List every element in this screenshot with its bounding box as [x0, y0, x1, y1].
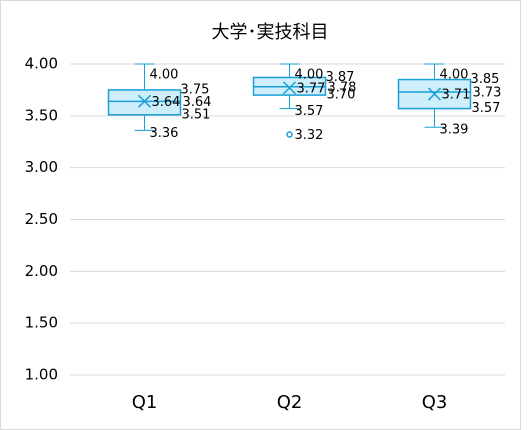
data-label: 3.75	[181, 82, 210, 97]
outlier	[286, 131, 293, 138]
y-tick-label: 1.00	[25, 366, 58, 384]
data-label: 3.32	[295, 128, 324, 143]
data-label: 3.57	[295, 104, 324, 119]
y-tick-label: 2.00	[25, 262, 58, 280]
data-label: 3.77	[297, 81, 326, 96]
y-tick-label: 1.50	[25, 314, 58, 332]
data-label: 3.57	[472, 101, 501, 116]
data-label: 3.51	[182, 107, 211, 122]
data-label: 3.85	[471, 72, 500, 87]
y-tick-label: 3.00	[25, 158, 58, 176]
x-tick-label: Q3	[422, 392, 448, 413]
data-label: 3.39	[440, 123, 469, 138]
y-tick-label: 4.00	[25, 55, 58, 73]
data-label: 4.00	[295, 68, 324, 83]
data-label: 3.64	[183, 95, 212, 110]
mean-marker	[427, 87, 442, 101]
data-label: 4.00	[440, 68, 469, 83]
x-tick-label: Q1	[132, 392, 158, 413]
data-label: 3.87	[326, 70, 355, 85]
chart-title: 大学･実技科目	[212, 22, 329, 43]
data-label: 3.71	[442, 88, 471, 103]
data-label: 3.64	[152, 95, 181, 110]
chart-border	[0, 0, 521, 430]
mean-marker	[137, 94, 152, 108]
mean-marker	[282, 81, 297, 95]
data-label: 3.78	[328, 80, 357, 95]
y-tick-label: 3.50	[25, 106, 58, 124]
data-label: 3.36	[150, 126, 179, 141]
data-label: 3.70	[327, 88, 356, 103]
data-label: 4.00	[150, 68, 179, 83]
x-tick-label: Q2	[277, 392, 303, 413]
data-label: 3.73	[473, 85, 502, 100]
y-tick-label: 2.50	[25, 210, 58, 228]
